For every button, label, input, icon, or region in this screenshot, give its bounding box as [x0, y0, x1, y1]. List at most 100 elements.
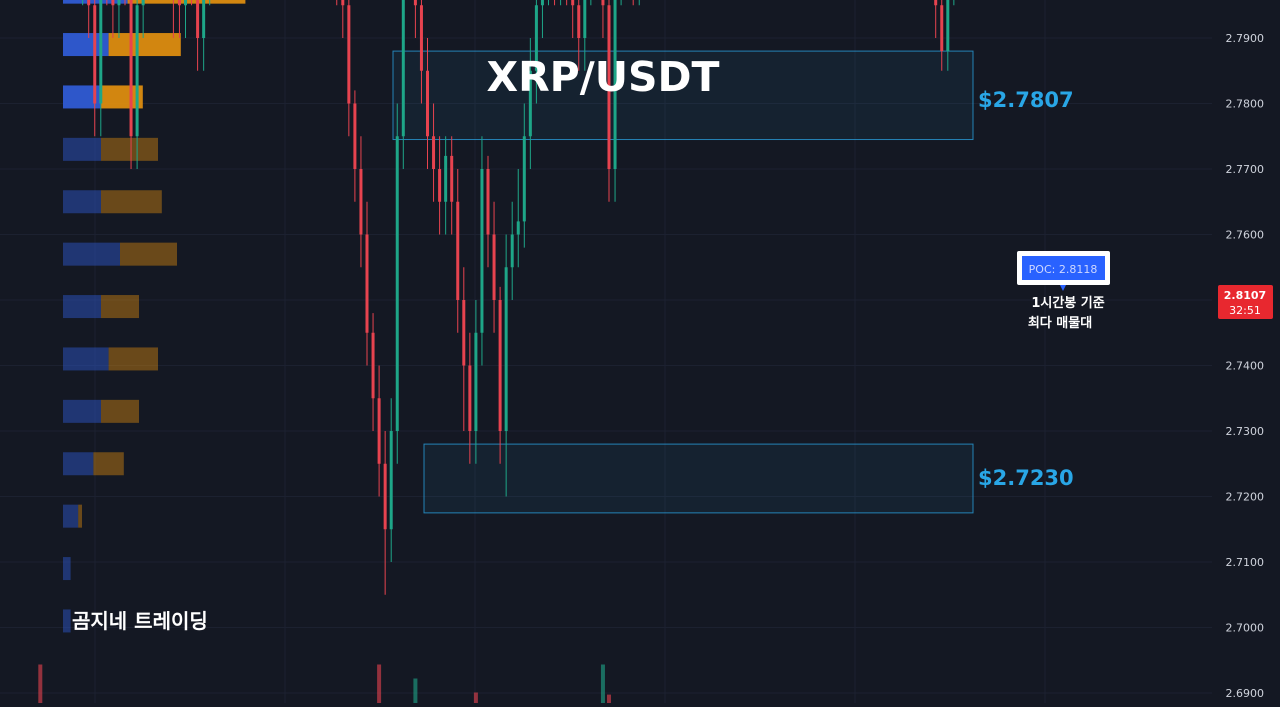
candle-body	[117, 0, 121, 6]
countdown-label: 32:51	[1229, 304, 1261, 317]
candle-body	[341, 0, 345, 6]
candle-body	[359, 169, 363, 235]
candle-body	[486, 169, 490, 235]
profile-buy-bar	[63, 137, 101, 161]
candle-body	[522, 136, 526, 222]
level-zones	[392, 50, 974, 514]
price-axis-bg	[1212, 0, 1280, 703]
candle-body	[177, 0, 181, 6]
candle-body	[456, 201, 460, 300]
price-tick-label: 2.7000	[1226, 622, 1265, 635]
profile-buy-bar	[63, 504, 79, 528]
volume-bar	[377, 664, 382, 703]
candle-body	[480, 169, 484, 333]
poc-note-line2: 최다 매물대	[1028, 315, 1092, 331]
candle-body	[99, 0, 103, 104]
candle-body	[571, 0, 575, 6]
price-tick-label: 2.7700	[1226, 163, 1265, 176]
candle-body	[583, 0, 587, 38]
profile-sell-bar	[78, 504, 82, 528]
candle-body	[510, 234, 514, 268]
watermark-label: 곰지네 트레이딩	[72, 609, 208, 633]
price-axis[interactable]: 2.90002.89002.88002.87002.86002.85002.84…	[1212, 0, 1280, 703]
price-tick-label: 2.7300	[1226, 425, 1265, 438]
volume-bar	[38, 664, 43, 703]
profile-buy-bar	[63, 295, 101, 319]
candle-body	[93, 5, 97, 104]
candle-body	[601, 0, 605, 6]
profile-buy-bar	[63, 399, 101, 423]
price-tick-label: 2.7800	[1226, 98, 1265, 111]
profile-buy-bar	[63, 242, 120, 266]
poc-badge: POC: 2.8118	[1017, 251, 1110, 291]
profile-buy-bar	[63, 452, 94, 476]
candle-body	[365, 234, 369, 333]
profile-buy-bar	[63, 347, 109, 371]
candle-body	[607, 5, 611, 169]
candle-body	[474, 332, 478, 431]
price-tick-label: 2.7600	[1226, 229, 1265, 242]
candle-body	[468, 365, 472, 431]
profile-sell-bar	[101, 137, 158, 161]
candle-body	[347, 5, 351, 104]
volume-bar	[413, 678, 418, 703]
candle-body	[377, 398, 381, 464]
candle-body	[462, 300, 466, 366]
profile-buy-bar	[63, 190, 101, 214]
candle-body	[528, 70, 532, 137]
candle-body	[432, 136, 436, 169]
candle-body	[498, 300, 502, 431]
profile-sell-bar	[101, 295, 139, 319]
candle-body	[438, 169, 442, 202]
profile-sell-bar	[101, 399, 139, 423]
volume-bar	[607, 694, 611, 703]
candle-body	[516, 221, 520, 235]
level-zone	[392, 50, 974, 141]
candle-body	[196, 0, 200, 38]
volume-profile	[63, 0, 246, 633]
level-price-label: $2.7807	[978, 88, 1074, 112]
profile-sell-bar	[108, 33, 181, 57]
price-tick-label: 2.7900	[1226, 32, 1265, 45]
profile-buy-bar	[63, 33, 109, 57]
candle-body	[111, 0, 115, 6]
last-price-label: 2.8107	[1224, 289, 1266, 302]
candle-body	[940, 5, 944, 52]
price-tick-label: 2.7200	[1226, 491, 1265, 504]
candle-body	[389, 431, 393, 530]
last-price-badge: 2.8107 32:51	[1218, 285, 1273, 319]
candle-body	[444, 155, 448, 202]
candle-body	[492, 234, 496, 300]
level-zone	[423, 443, 974, 514]
candle-body	[946, 0, 950, 52]
candle-body	[413, 0, 417, 6]
candle-body	[383, 463, 387, 530]
candle-body	[353, 103, 357, 169]
profile-sell-bar	[120, 242, 177, 266]
candle-body	[401, 0, 405, 137]
candle-body	[87, 0, 91, 6]
volume-bar	[473, 692, 478, 703]
chart-title: XRP/USDT	[486, 53, 719, 101]
candle-body	[419, 5, 423, 71]
profile-buy-bar	[63, 557, 71, 581]
candle-body	[540, 0, 544, 6]
candle-body	[534, 5, 538, 71]
poc-label: POC: 2.8118	[1029, 263, 1098, 276]
poc-note-line1: 1시간봉 기준	[1031, 295, 1104, 311]
candle-body	[577, 5, 581, 38]
candle-body	[184, 0, 187, 6]
candles	[82, 0, 955, 595]
profile-sell-bar	[108, 347, 158, 371]
candle-body	[129, 0, 133, 137]
candle-body	[613, 0, 617, 169]
volume-bars	[38, 664, 611, 703]
candle-body	[141, 0, 145, 6]
candle-body	[504, 267, 508, 431]
level-labels: $2.8708$2.8557$2.7807$2.7230	[978, 88, 1074, 490]
profile-sell-bar	[93, 452, 124, 476]
price-tick-label: 2.7400	[1226, 360, 1265, 373]
candle-body	[135, 5, 139, 137]
